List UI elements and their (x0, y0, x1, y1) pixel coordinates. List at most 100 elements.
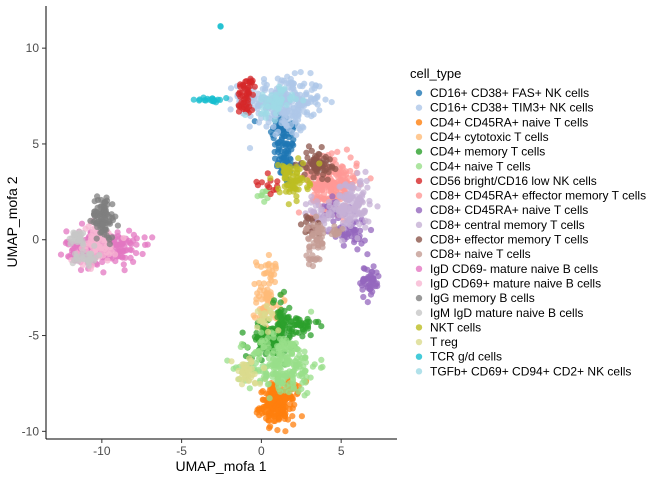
data-point (290, 142, 297, 149)
data-point (271, 278, 278, 286)
data-point (261, 320, 268, 327)
data-point (130, 258, 137, 265)
data-point (77, 266, 85, 274)
data-point (281, 119, 288, 126)
data-point (308, 308, 315, 315)
legend-label: IgD CD69+ mature naive B cells (430, 276, 601, 290)
data-point (253, 178, 260, 185)
data-point (118, 240, 125, 247)
data-point (328, 99, 335, 106)
data-point (258, 296, 265, 303)
data-point (254, 193, 261, 200)
data-point (256, 380, 263, 387)
data-point (334, 148, 341, 155)
data-point (264, 170, 271, 177)
data-point (271, 117, 278, 124)
data-point (112, 258, 119, 265)
data-point (332, 165, 339, 173)
data-point (282, 428, 289, 435)
data-point (103, 249, 110, 256)
data-point (327, 186, 334, 193)
data-point (314, 255, 321, 262)
data-point (369, 275, 377, 282)
data-point (68, 235, 75, 242)
data-point (343, 146, 350, 153)
data-point (261, 198, 268, 205)
legend-key (415, 207, 423, 214)
data-point (227, 106, 234, 113)
data-point (280, 108, 287, 115)
data-point (67, 240, 74, 247)
data-point (303, 165, 310, 172)
data-point (307, 70, 314, 77)
data-point (250, 312, 257, 319)
data-point (266, 97, 273, 104)
data-point (258, 329, 265, 336)
data-point (340, 242, 347, 249)
data-point (321, 181, 328, 188)
data-point (90, 218, 97, 226)
data-point (355, 211, 362, 218)
data-point (300, 124, 307, 131)
legend-item: TGFb+ CD69+ CD94+ CD2+ NK cells (415, 364, 631, 378)
data-point (295, 329, 302, 336)
data-point (216, 96, 224, 103)
y-tick-label: 5 (32, 137, 39, 151)
data-point (248, 107, 255, 114)
data-point (262, 409, 269, 416)
data-point (318, 323, 325, 330)
data-point (291, 401, 298, 408)
data-point (105, 234, 112, 241)
legend-label: CD8+ CD45RA+ naive T cells (430, 203, 588, 217)
legend-item: CD4+ naive T cells (415, 159, 531, 173)
data-point (343, 171, 350, 178)
data-point (270, 187, 277, 194)
data-point (306, 247, 313, 254)
legend-item: IgD CD69+ mature naive B cells (415, 276, 601, 290)
data-point (79, 256, 87, 263)
data-point (361, 265, 368, 272)
data-point (290, 105, 297, 112)
legend-label: IgM IgD mature naive B cells (430, 306, 583, 320)
data-point (274, 427, 281, 434)
data-point (272, 260, 279, 267)
data-point (237, 343, 244, 350)
data-point (303, 319, 310, 326)
data-point (190, 96, 197, 103)
data-point (73, 254, 80, 261)
data-point (337, 183, 344, 190)
data-point (238, 381, 246, 388)
data-point (278, 350, 285, 357)
data-point (285, 149, 292, 156)
legend-label: CD4+ cytotoxic T cells (430, 130, 549, 144)
legend-key (415, 309, 423, 316)
data-point (308, 215, 315, 222)
data-point (251, 83, 258, 90)
data-point (317, 206, 324, 213)
data-point (311, 85, 318, 92)
data-point (263, 289, 270, 296)
data-point (266, 395, 273, 402)
data-point (312, 318, 319, 326)
data-point (258, 389, 265, 396)
data-point (339, 237, 346, 244)
legend-item: IgG memory B cells (415, 291, 535, 305)
data-point (211, 97, 218, 104)
data-point (311, 96, 318, 103)
legend-label: CD16+ CD38+ FAS+ NK cells (430, 86, 589, 100)
series-17 (228, 302, 282, 388)
data-point (364, 184, 371, 191)
data-point (344, 231, 351, 238)
data-point (263, 123, 270, 130)
data-point (300, 160, 307, 167)
data-point (78, 220, 86, 227)
data-point (305, 256, 312, 263)
data-point (270, 365, 277, 372)
data-point (141, 234, 148, 241)
legend-item: T reg (415, 335, 458, 349)
legend-label: CD4+ memory T cells (430, 145, 545, 159)
data-point (291, 344, 298, 352)
data-point (281, 412, 288, 419)
data-point (276, 189, 283, 196)
data-point (364, 251, 371, 258)
